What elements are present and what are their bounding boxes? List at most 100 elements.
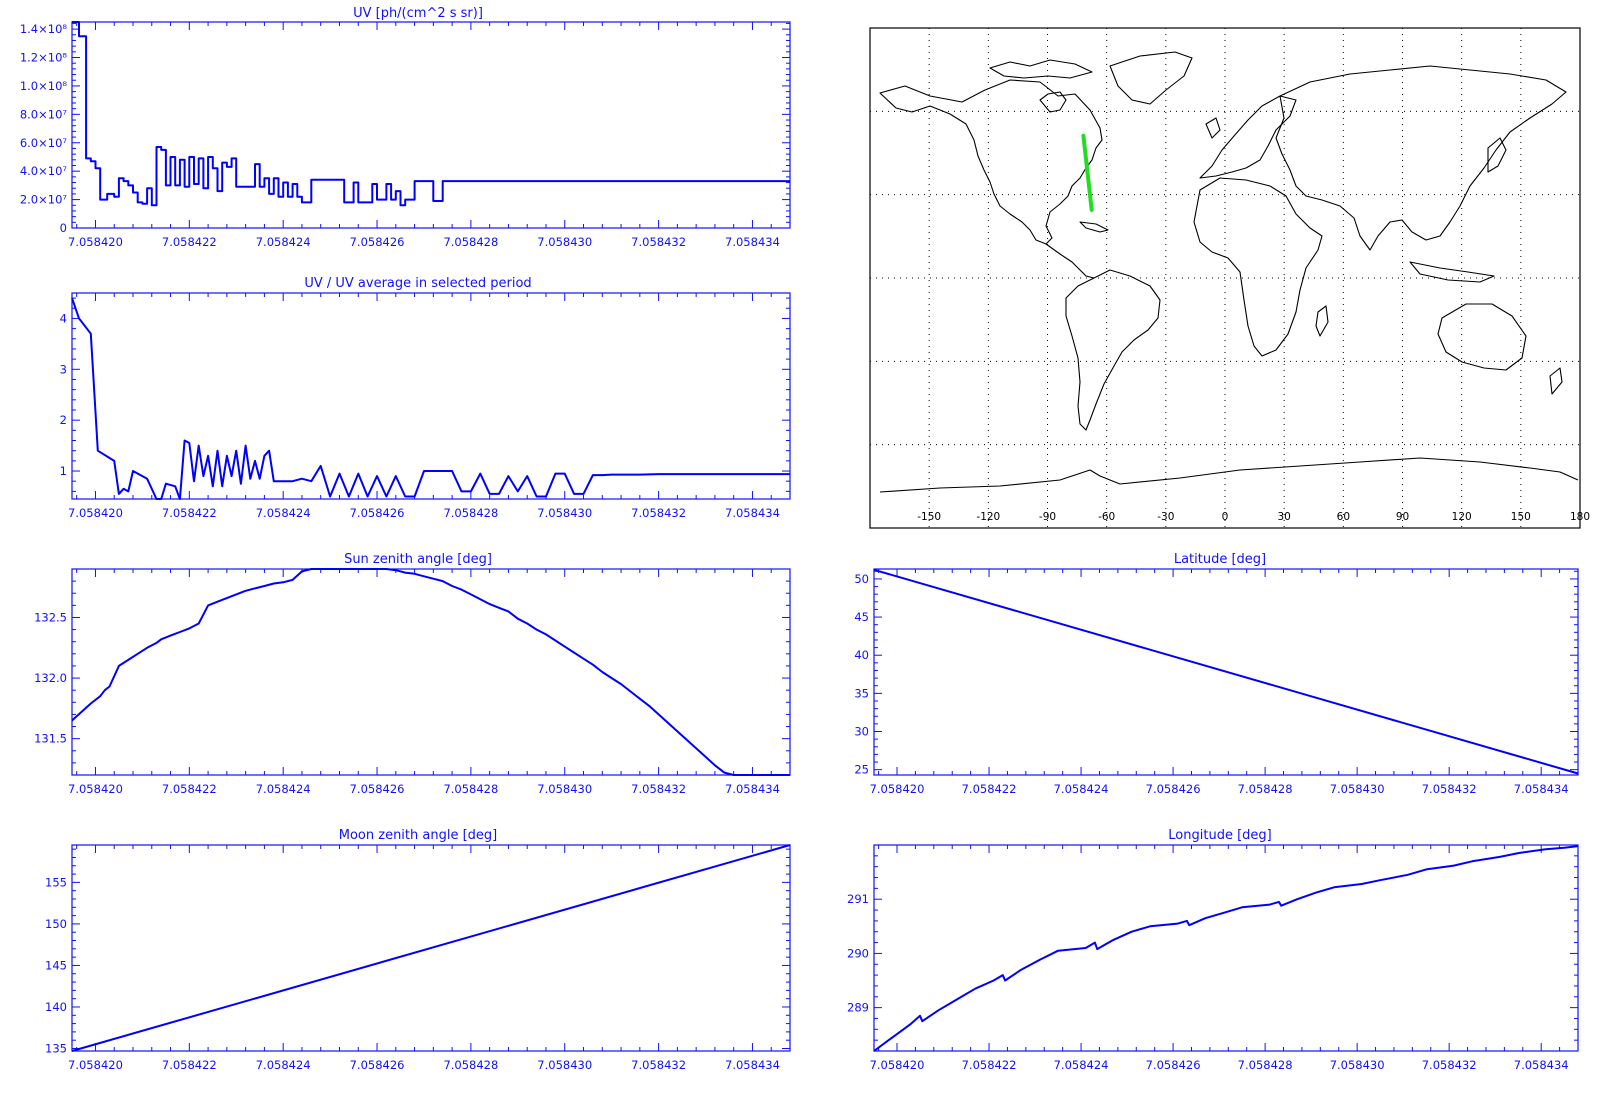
coast-cuba xyxy=(1079,221,1109,233)
moon-ytick-label: 155 xyxy=(45,875,67,889)
world-map: -150 -120 -90 -60 -30 0 30 60 90 120 150 180 xyxy=(869,27,1590,529)
uv-ytick-label: 2.0×10⁷ xyxy=(20,193,68,207)
map-longitude-label: -60 xyxy=(1098,511,1115,523)
uv-xtick-label: 7.058434 xyxy=(725,235,780,249)
uv-ytick-label: 0 xyxy=(60,221,67,235)
lat-xtick-label: 7.058420 xyxy=(870,782,925,796)
moon-xtick-label: 7.058432 xyxy=(631,1058,686,1072)
sun-xtick-label: 7.058430 xyxy=(537,782,592,796)
sun-chart: 7.058420 7.058422 7.058424 7.058426 7.058428… xyxy=(34,568,791,796)
lon-chart: 7.058420 7.058422 7.058424 7.058426 7.058428… xyxy=(847,844,1579,1072)
coast-south-america xyxy=(1065,269,1161,431)
lon-xtick-label: 7.058430 xyxy=(1330,1058,1385,1072)
coast-asia xyxy=(1275,65,1567,251)
sun-ytick-label: 132.5 xyxy=(34,610,67,624)
coast-australia xyxy=(1437,303,1527,371)
lon-xtick-label: 7.058424 xyxy=(1054,1058,1109,1072)
moon-chart: 7.058420 7.058422 7.058424 7.058426 7.058428… xyxy=(45,844,791,1072)
sun-xtick-label: 7.058428 xyxy=(443,782,498,796)
lat-xtick-label: 7.058424 xyxy=(1054,782,1109,796)
coast-japan xyxy=(1487,137,1507,173)
lat-xtick-label: 7.058426 xyxy=(1146,782,1201,796)
sun-xtick-label: 7.058420 xyxy=(68,782,123,796)
coast-africa xyxy=(1193,177,1323,357)
ratio-xtick-label: 7.058434 xyxy=(725,506,780,520)
moon-ytick-label: 135 xyxy=(45,1042,67,1056)
lat-ytick-label: 45 xyxy=(854,610,869,624)
sun-zenith-title: Sun zenith angle [deg] xyxy=(344,552,492,567)
lat-ytick-label: 25 xyxy=(854,763,869,777)
uv-xtick-label: 7.058422 xyxy=(162,235,217,249)
lon-series-line xyxy=(873,845,1579,1052)
sun-xtick-label: 7.058434 xyxy=(725,782,780,796)
coast-greenland xyxy=(1109,51,1193,105)
map-longitude-label: 180 xyxy=(1570,511,1590,523)
lon-ytick-label: 290 xyxy=(847,946,869,960)
lat-xtick-label: 7.058432 xyxy=(1422,782,1477,796)
map-longitude-label: 30 xyxy=(1277,511,1290,523)
moon-axes-frame xyxy=(71,844,791,1052)
ratio-xtick-label: 7.058422 xyxy=(162,506,217,520)
moon-zenith-panel: Moon zenith angle [deg] xyxy=(339,828,497,843)
sun-ytick-label: 132.0 xyxy=(34,671,67,685)
sun-ytick-label: 131.5 xyxy=(34,732,67,746)
lat-xtick-label: 7.058422 xyxy=(962,782,1017,796)
map-longitude-label: 60 xyxy=(1337,511,1350,523)
coast-indonesia xyxy=(1409,261,1495,283)
uv-title: UV [ph/(cm^2 s sr)] xyxy=(353,6,483,21)
lat-chart: 7.058420 7.058422 7.058424 7.058426 7.058428… xyxy=(854,568,1579,796)
ratio-xtick-label: 7.058426 xyxy=(350,506,405,520)
map-longitude-label: 0 xyxy=(1222,511,1229,523)
ratio-ytick-label: 4 xyxy=(60,311,67,325)
map-graticule xyxy=(870,28,1580,528)
ratio-xtick-label: 7.058424 xyxy=(256,506,311,520)
uv-ytick-label: 4.0×10⁷ xyxy=(20,164,68,178)
sun-xtick-label: 7.058424 xyxy=(256,782,311,796)
coast-north-america xyxy=(879,79,1103,245)
coast-antarctica xyxy=(879,457,1579,493)
moon-ytick-label: 150 xyxy=(45,917,67,931)
moon-xtick-label: 7.058434 xyxy=(725,1058,780,1072)
coast-british-isles xyxy=(1205,117,1221,139)
ratio-axes-frame xyxy=(71,292,791,500)
sun-series-line xyxy=(71,568,790,776)
lat-series-line xyxy=(873,568,1579,775)
ratio-xtick-label: 7.058430 xyxy=(537,506,592,520)
sun-axes-frame xyxy=(71,568,791,776)
lat-ytick-label: 50 xyxy=(854,572,869,586)
lat-xtick-label: 7.058428 xyxy=(1238,782,1293,796)
ratio-ytick-label: 3 xyxy=(60,362,67,376)
uv-ytick-label: 1.4×10⁸ xyxy=(20,22,68,36)
orbit-track-line xyxy=(1081,133,1094,212)
map-longitude-label: 150 xyxy=(1511,511,1531,523)
uv-ytick-label: 6.0×10⁷ xyxy=(20,136,68,150)
moon-ytick-label: 140 xyxy=(45,1000,67,1014)
lat-ytick-label: 30 xyxy=(854,725,869,739)
lat-ytick-label: 40 xyxy=(854,648,869,662)
lon-xtick-label: 7.058426 xyxy=(1146,1058,1201,1072)
uv-ytick-label: 1.0×10⁸ xyxy=(20,79,68,93)
map-longitude-label: -90 xyxy=(1039,511,1056,523)
ratio-xtick-label: 7.058428 xyxy=(443,506,498,520)
sun-xtick-label: 7.058426 xyxy=(350,782,405,796)
coast-hudson-bay xyxy=(1039,91,1067,113)
lat-axes-frame xyxy=(873,568,1579,776)
uv-xtick-label: 7.058432 xyxy=(631,235,686,249)
moon-series-line xyxy=(71,844,791,1052)
sun-zenith-panel: Sun zenith angle [deg] xyxy=(344,552,492,567)
longitude-panel: Longitude [deg] xyxy=(1168,828,1271,843)
coast-central-america xyxy=(1045,243,1095,279)
moon-xtick-label: 7.058426 xyxy=(350,1058,405,1072)
ratio-xtick-label: 7.058420 xyxy=(68,506,123,520)
ratio-xtick-label: 7.058432 xyxy=(631,506,686,520)
lon-xtick-label: 7.058420 xyxy=(870,1058,925,1072)
uv-ytick-label: 1.2×10⁸ xyxy=(20,51,68,65)
uv-xtick-label: 7.058430 xyxy=(537,235,592,249)
map-longitude-label: -150 xyxy=(917,511,941,523)
uv-axes-frame xyxy=(71,21,791,229)
ratio-ytick-label: 2 xyxy=(60,413,67,427)
moon-xtick-label: 7.058422 xyxy=(162,1058,217,1072)
sun-xtick-label: 7.058422 xyxy=(162,782,217,796)
lat-xtick-label: 7.058434 xyxy=(1514,782,1569,796)
